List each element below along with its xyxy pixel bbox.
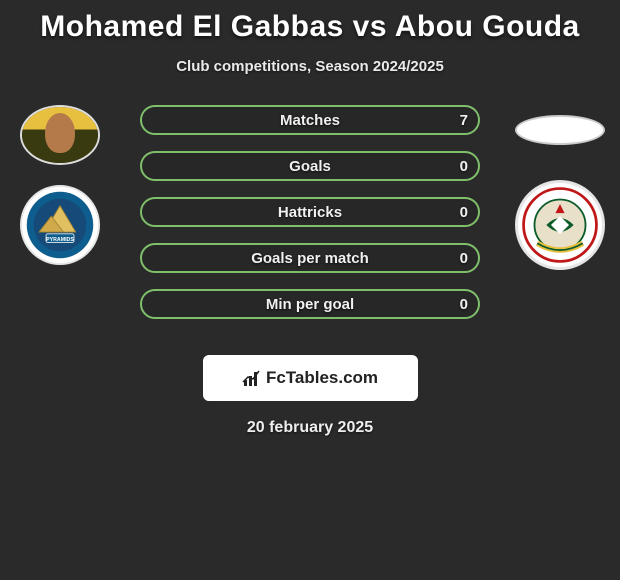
- stat-row-goals: Goals 0: [140, 151, 480, 181]
- left-column: PYRAMIDS: [0, 105, 120, 265]
- date-text: 20 february 2025: [0, 419, 620, 437]
- comparison-panel: PYRAMIDS Matches 7 Goals: [0, 105, 620, 345]
- stat-row-matches: Matches 7: [140, 105, 480, 135]
- subtitle: Club competitions, Season 2024/2025: [0, 58, 620, 75]
- stat-right-value: 0: [460, 245, 468, 271]
- stats-list: Matches 7 Goals 0 Hattricks 0 Goals per …: [140, 105, 480, 335]
- bar-chart-icon: [242, 368, 262, 388]
- page-title: Mohamed El Gabbas vs Abou Gouda: [0, 0, 620, 44]
- right-club-badge: [515, 180, 605, 270]
- stat-label: Min per goal: [266, 296, 354, 313]
- left-player-avatar: [20, 105, 100, 165]
- stat-label: Goals: [289, 158, 331, 175]
- stat-label: Hattricks: [278, 204, 342, 221]
- stat-label: Matches: [280, 112, 340, 129]
- player-photo-placeholder: [22, 107, 98, 163]
- stat-row-hattricks: Hattricks 0: [140, 197, 480, 227]
- stat-row-min-per-goal: Min per goal 0: [140, 289, 480, 319]
- stat-right-value: 0: [460, 199, 468, 225]
- stat-right-value: 0: [460, 291, 468, 317]
- right-column: [500, 105, 620, 270]
- left-club-badge: PYRAMIDS: [20, 185, 100, 265]
- right-player-avatar: [515, 115, 605, 145]
- svg-text:PYRAMIDS: PYRAMIDS: [46, 237, 74, 243]
- pyramids-badge-icon: PYRAMIDS: [25, 190, 95, 260]
- stat-label: Goals per match: [251, 250, 369, 267]
- stat-row-goals-per-match: Goals per match 0: [140, 243, 480, 273]
- branding-text: FcTables.com: [266, 368, 378, 388]
- stat-right-value: 7: [460, 107, 468, 133]
- branding-box[interactable]: FcTables.com: [203, 355, 418, 401]
- stat-right-value: 0: [460, 153, 468, 179]
- haras-badge-icon: [519, 184, 601, 266]
